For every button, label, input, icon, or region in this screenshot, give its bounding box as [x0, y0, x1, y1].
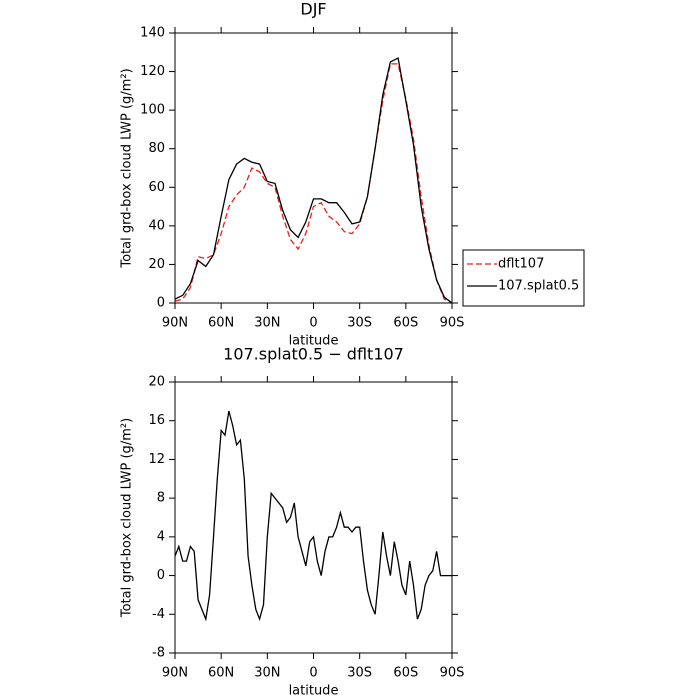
x-axis-label: latitude [289, 684, 339, 699]
y-tick-label: 12 [148, 452, 165, 467]
y-tick-label: 20 [148, 375, 165, 390]
y-tick-label: 60 [148, 180, 165, 195]
x-tick-label: 60S [393, 666, 418, 681]
x-tick-label: 60N [208, 666, 234, 681]
y-tick-label: 100 [140, 103, 165, 118]
chart-title: 107.splat0.5 − dflt107 [223, 345, 404, 364]
data-line [174, 57, 453, 304]
y-tick-label: 4 [157, 529, 165, 544]
x-tick-label: 30N [254, 666, 280, 681]
y-tick-label: 120 [140, 64, 165, 79]
y-tick-label: 140 [140, 26, 165, 41]
data-line [174, 410, 452, 622]
x-tick-label: 90N [162, 666, 188, 681]
x-tick-label: 30S [347, 666, 372, 681]
y-tick-label: -8 [152, 646, 165, 661]
x-tick-label: 90S [440, 666, 465, 681]
legend-box [462, 249, 585, 307]
legend-label: dflt107 [498, 257, 544, 272]
plot-frame [174, 381, 453, 654]
y-axis-label: Total grd-box cloud LWP (g/m²) [120, 418, 135, 618]
y-tick-label: 8 [157, 491, 165, 506]
x-tick-label: 60S [393, 316, 418, 331]
chart-title: DJF [300, 0, 326, 19]
y-tick-label: 0 [157, 568, 165, 583]
y-tick-label: -4 [152, 607, 165, 622]
x-axis-label: latitude [289, 334, 339, 349]
x-tick-label: 0 [309, 666, 317, 681]
y-tick-label: 16 [148, 413, 165, 428]
x-tick-label: 90S [440, 316, 465, 331]
y-tick-label: 0 [157, 296, 165, 311]
legend-label: 107.splat0.5 [498, 279, 579, 294]
data-line [174, 63, 453, 304]
x-tick-label: 0 [309, 316, 317, 331]
x-tick-label: 60N [208, 316, 234, 331]
y-tick-label: 40 [148, 218, 165, 233]
plot-frame [174, 32, 453, 304]
x-tick-label: 30S [347, 316, 372, 331]
y-tick-label: 20 [148, 257, 165, 272]
x-tick-label: 90N [162, 316, 188, 331]
x-tick-label: 30N [254, 316, 280, 331]
y-axis-label: Total grd-box cloud LWP (g/m²) [120, 68, 135, 268]
y-tick-label: 80 [148, 141, 165, 156]
